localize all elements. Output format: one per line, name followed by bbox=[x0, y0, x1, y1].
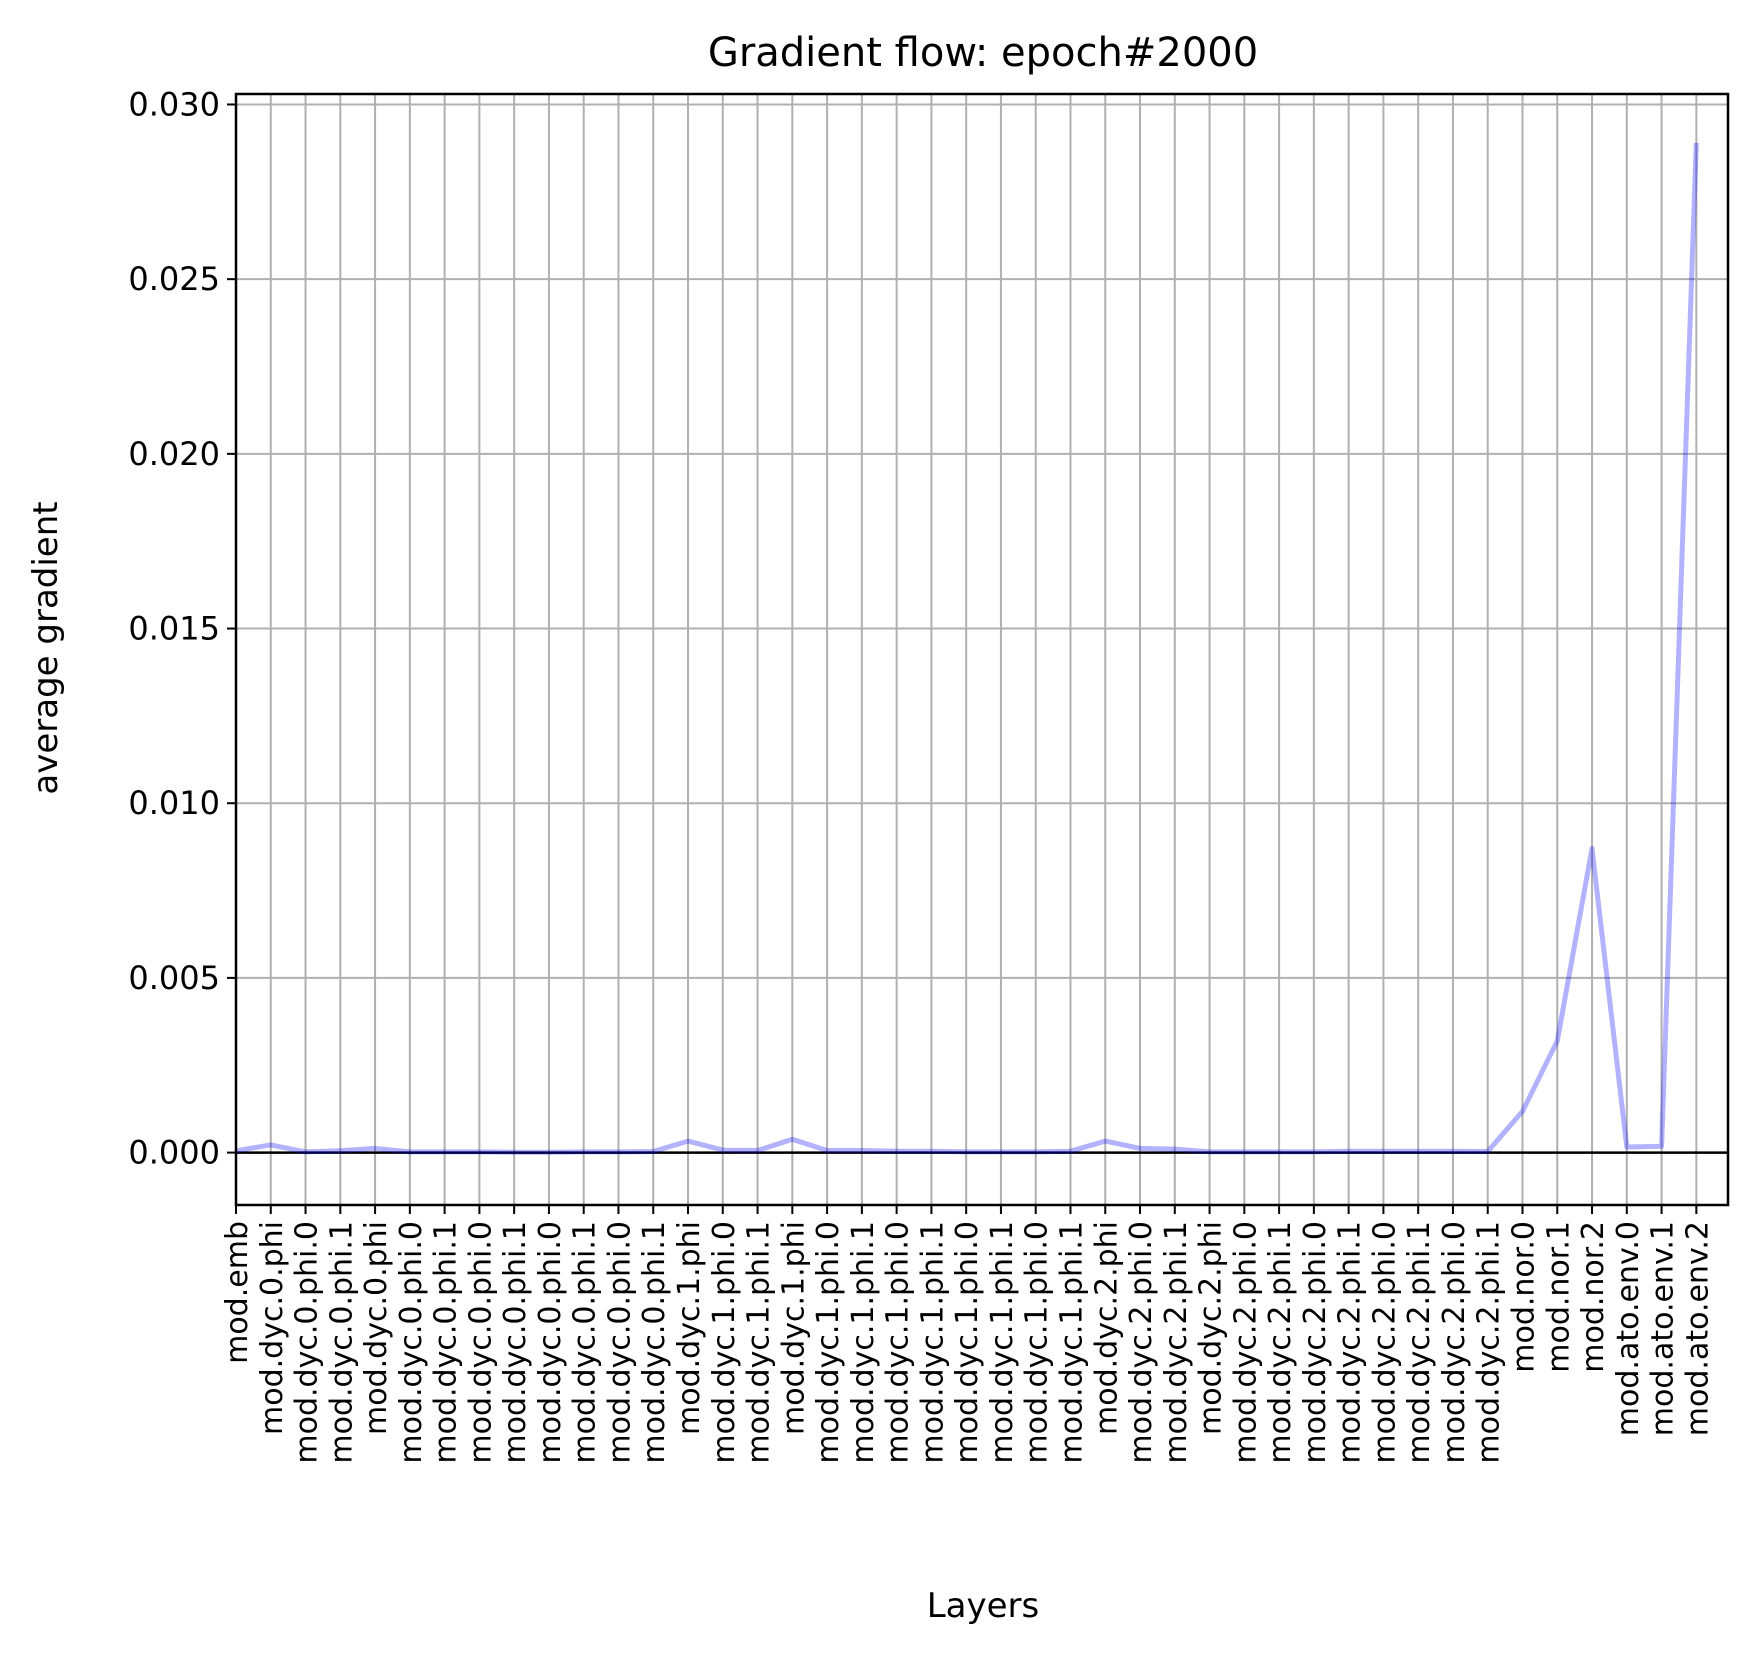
x-tick-label: mod.dyc.0.phi.1 bbox=[498, 1221, 533, 1464]
x-tick-label: mod.dyc.1.phi.1 bbox=[985, 1221, 1020, 1464]
x-tick-label: mod.dyc.2.phi.1 bbox=[1472, 1221, 1507, 1464]
x-tick-label: mod.dyc.1.phi.1 bbox=[1054, 1221, 1089, 1464]
x-tick-label: mod.dyc.0.phi.1 bbox=[568, 1221, 603, 1464]
x-tick-label: mod.dyc.2.phi.0 bbox=[1367, 1221, 1402, 1464]
y-axis-label: average gradient bbox=[26, 501, 66, 794]
y-tick-label: 0.025 bbox=[128, 260, 220, 298]
x-tick-label: mod.dyc.0.phi.1 bbox=[429, 1221, 464, 1464]
x-tick-label: mod.dyc.1.phi.1 bbox=[915, 1221, 950, 1464]
x-tick-label: mod.nor.2 bbox=[1576, 1221, 1611, 1373]
x-tick-label: mod.dyc.1.phi.0 bbox=[707, 1221, 742, 1464]
x-axis-label: Layers bbox=[927, 1586, 1040, 1626]
x-tick-label: mod.dyc.2.phi.1 bbox=[1263, 1221, 1298, 1464]
chart-title: Gradient flow: epoch#2000 bbox=[708, 30, 1258, 76]
x-tick-label: mod.dyc.0.phi.1 bbox=[637, 1221, 672, 1464]
y-tick-label: 0.005 bbox=[128, 959, 220, 997]
x-tick-label: mod.ato.env.1 bbox=[1646, 1221, 1681, 1436]
x-tick-label: mod.dyc.1.phi.0 bbox=[1020, 1221, 1055, 1464]
x-tick-label: mod.dyc.0.phi.0 bbox=[394, 1221, 429, 1464]
y-tick-label: 0.015 bbox=[128, 610, 220, 648]
x-tick-label: mod.dyc.1.phi.1 bbox=[742, 1221, 777, 1464]
x-tick-label: mod.dyc.1.phi.0 bbox=[881, 1221, 916, 1464]
y-tick-label: 0.000 bbox=[128, 1134, 220, 1172]
x-tick-label: mod.dyc.2.phi.0 bbox=[1298, 1221, 1333, 1464]
y-tick-label: 0.030 bbox=[128, 85, 220, 123]
x-tick-label: mod.dyc.0.phi.0 bbox=[290, 1221, 325, 1464]
y-tick-label: 0.020 bbox=[128, 435, 220, 473]
x-tick-label: mod.nor.1 bbox=[1541, 1221, 1576, 1373]
x-tick-label: mod.dyc.1.phi.1 bbox=[846, 1221, 881, 1464]
x-tick-label: mod.dyc.2.phi.1 bbox=[1333, 1221, 1368, 1464]
x-tick-label: mod.dyc.2.phi bbox=[1089, 1221, 1124, 1435]
x-tick-label: mod.ato.env.0 bbox=[1611, 1221, 1646, 1436]
x-tick-label: mod.dyc.2.phi.0 bbox=[1437, 1221, 1472, 1464]
x-tick-label: mod.dyc.1.phi.0 bbox=[811, 1221, 846, 1464]
x-tick-label: mod.nor.0 bbox=[1506, 1221, 1541, 1373]
x-tick-label: mod.dyc.0.phi.0 bbox=[463, 1221, 498, 1464]
x-tick-label: mod.dyc.0.phi.1 bbox=[324, 1221, 359, 1464]
x-tick-label: mod.emb bbox=[220, 1221, 255, 1364]
x-tick-label: mod.dyc.0.phi.0 bbox=[602, 1221, 637, 1464]
x-tick-label: mod.dyc.2.phi.0 bbox=[1228, 1221, 1263, 1464]
x-tick-label: mod.dyc.2.phi.0 bbox=[1124, 1221, 1159, 1464]
x-tick-label: mod.dyc.2.phi.1 bbox=[1159, 1221, 1194, 1464]
x-tick-label: mod.dyc.0.phi bbox=[359, 1221, 394, 1435]
x-tick-label: mod.dyc.1.phi bbox=[776, 1221, 811, 1435]
x-tick-label: mod.dyc.0.phi bbox=[255, 1221, 290, 1435]
x-tick-label: mod.dyc.2.phi bbox=[1194, 1221, 1229, 1435]
x-tick-label: mod.dyc.1.phi bbox=[672, 1221, 707, 1435]
y-tick-label: 0.010 bbox=[128, 784, 220, 822]
x-tick-label: mod.dyc.1.phi.0 bbox=[950, 1221, 985, 1464]
x-tick-label: mod.ato.env.2 bbox=[1680, 1221, 1715, 1436]
x-tick-label: mod.dyc.2.phi.1 bbox=[1402, 1221, 1437, 1464]
x-tick-label: mod.dyc.0.phi.0 bbox=[533, 1221, 568, 1464]
